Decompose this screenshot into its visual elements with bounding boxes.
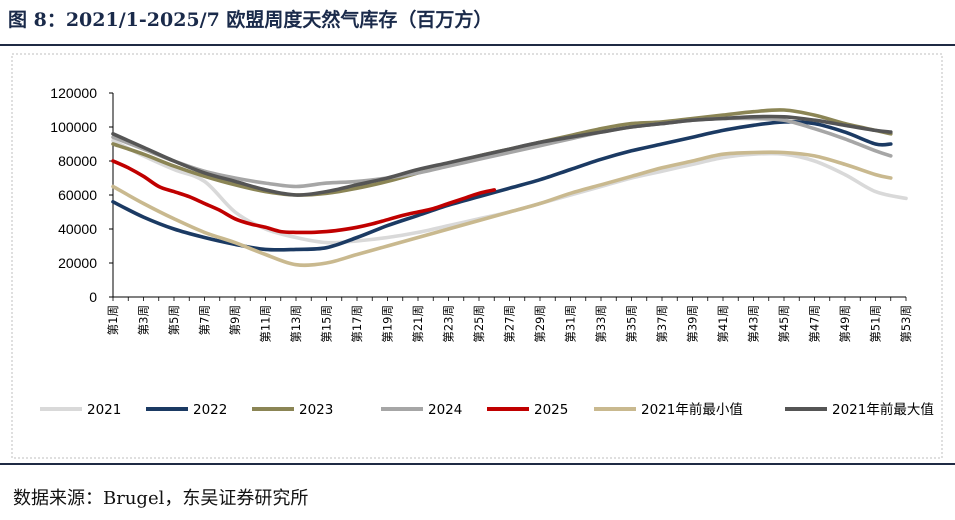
x-tick-label: 第3周 xyxy=(137,305,151,335)
y-tick-label: 80000 xyxy=(58,153,97,169)
source-note: 数据来源：Brugel，东吴证券研究所 xyxy=(13,488,309,509)
x-tick-label: 第39周 xyxy=(686,305,700,343)
x-tick-label: 第5周 xyxy=(167,305,181,335)
legend-label-1: 2022 xyxy=(193,402,227,418)
legend-label-3: 2024 xyxy=(428,402,462,418)
x-tick-label: 第23周 xyxy=(442,305,456,343)
y-tick-label: 120000 xyxy=(50,85,97,101)
x-tick-label: 第49周 xyxy=(838,305,852,343)
legend-label-6: 2021年前最大值 xyxy=(832,401,934,418)
top-rule xyxy=(0,44,955,46)
series-line-0 xyxy=(111,138,908,245)
x-tick-label: 第29周 xyxy=(533,305,547,343)
chart-frame xyxy=(11,53,943,459)
legend: 2021 2022 2023 2024 2025 2021年前最小值 2021年前最大值 xyxy=(40,401,934,418)
x-tick-label: 第43周 xyxy=(747,305,761,343)
x-tick-label: 第31周 xyxy=(564,305,578,343)
x-tick-label: 第25周 xyxy=(472,305,486,343)
x-tick-label: 第33周 xyxy=(594,305,608,343)
bottom-rule xyxy=(0,463,955,465)
series-line-5 xyxy=(111,150,893,268)
legend-label-0: 2021 xyxy=(87,402,121,418)
x-tick-label: 第9周 xyxy=(228,305,242,335)
x-tick-label: 第21周 xyxy=(411,305,425,343)
x-tick-label: 第7周 xyxy=(198,305,212,335)
x-tick-label: 第41周 xyxy=(716,305,730,343)
y-tick-label: 100000 xyxy=(50,119,97,135)
series-line-4 xyxy=(111,159,497,235)
x-tick-label: 第1周 xyxy=(106,305,120,335)
x-tick-label: 第47周 xyxy=(808,305,822,343)
series-lines xyxy=(111,108,908,268)
x-tick-label: 第19周 xyxy=(381,305,395,343)
chart-title: 图 8：2021/1-2025/7 欧盟周度天然气库存（百万方） xyxy=(8,9,493,31)
x-axis: 第1周 第3周 第5周 第7周 第9周 第11周 第13周 第15周 第17周 第19周 第21周 第… xyxy=(106,297,913,343)
y-tick-label: 60000 xyxy=(58,187,97,203)
legend-label-2: 2023 xyxy=(299,402,333,418)
x-tick-label: 第35周 xyxy=(625,305,639,343)
x-tick-label: 第11周 xyxy=(259,305,273,343)
legend-label-5: 2021年前最小值 xyxy=(641,401,743,418)
line-chart: 0 20000 40000 60000 80000 100000 120000 第1周 第3周… xyxy=(11,53,943,459)
x-tick-label: 第37周 xyxy=(655,305,669,343)
plot-area-border xyxy=(11,53,943,459)
series-line-6 xyxy=(111,114,893,197)
legend-label-4: 2025 xyxy=(534,402,568,418)
x-tick-label: 第45周 xyxy=(777,305,791,343)
x-tick-label: 第13周 xyxy=(289,305,303,343)
y-tick-label: 40000 xyxy=(58,221,97,237)
y-tick-label: 0 xyxy=(89,289,97,305)
series-line-3 xyxy=(111,116,893,189)
x-tick-label: 第15周 xyxy=(320,305,334,343)
y-tick-label: 20000 xyxy=(58,255,97,271)
x-tick-label: 第17周 xyxy=(350,305,364,343)
series-line-1 xyxy=(111,120,893,252)
y-axis: 0 20000 40000 60000 80000 100000 120000 xyxy=(50,85,113,305)
x-tick-label: 第53周 xyxy=(899,305,913,343)
x-tick-label: 第51周 xyxy=(869,305,883,343)
x-tick-label: 第27周 xyxy=(503,305,517,343)
